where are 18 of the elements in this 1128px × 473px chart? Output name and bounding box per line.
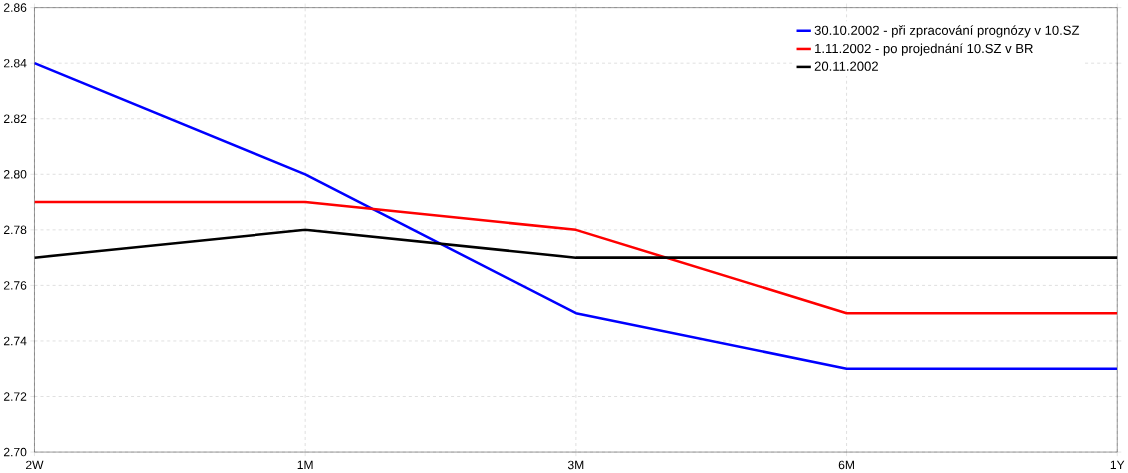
y-tick-label: 2.82 — [3, 114, 27, 124]
y-tick-label: 2.74 — [3, 336, 27, 346]
y-tick-label: 2.86 — [3, 3, 27, 13]
x-tick-label: 1Y — [1110, 460, 1125, 470]
x-tick-label: 1M — [297, 460, 313, 470]
legend-label: 30.10.2002 - při zpracování prognózy v 10.SZ — [814, 25, 1080, 38]
legend-label: 20.11.2002 — [814, 61, 878, 72]
y-tick-label: 2.76 — [3, 281, 27, 290]
x-tick-label: 3M — [567, 460, 584, 470]
y-tick-label: 2.70 — [3, 448, 27, 457]
legend-label: 1.11.2002 - po projednání 10.SZ v BR — [815, 43, 1033, 56]
x-tick-label: 6M — [838, 460, 854, 470]
x-tick-label: 2W — [26, 460, 44, 470]
y-tick-label: 2.72 — [3, 392, 27, 401]
y-tick-label: 2.78 — [3, 225, 27, 235]
y-tick-label: 2.84 — [3, 59, 27, 68]
y-tick-label: 2.80 — [3, 170, 27, 179]
line-series — [34, 62, 1118, 371]
